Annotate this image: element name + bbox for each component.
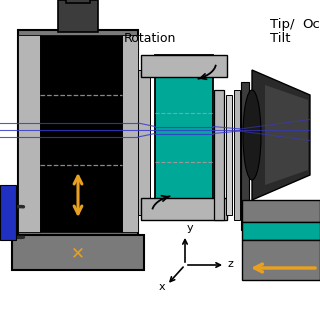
Bar bbox=[40, 35, 122, 232]
Bar bbox=[214, 90, 224, 220]
Text: x: x bbox=[159, 282, 166, 292]
Bar bbox=[122, 35, 138, 232]
Bar bbox=[58, 0, 98, 32]
Bar bbox=[242, 222, 320, 240]
Bar bbox=[18, 35, 40, 232]
Text: Rotation: Rotation bbox=[124, 32, 176, 45]
Polygon shape bbox=[252, 70, 310, 200]
Bar bbox=[18, 30, 138, 235]
Text: ✕: ✕ bbox=[71, 244, 85, 262]
Text: Tilt: Tilt bbox=[270, 32, 291, 45]
Text: y: y bbox=[187, 223, 194, 233]
Bar bbox=[141, 55, 227, 77]
Polygon shape bbox=[265, 85, 308, 185]
Bar bbox=[242, 240, 320, 280]
Bar bbox=[141, 198, 227, 220]
Text: z: z bbox=[228, 259, 234, 269]
Text: Oc: Oc bbox=[302, 18, 320, 31]
Bar bbox=[241, 82, 249, 230]
Bar bbox=[234, 90, 240, 220]
Bar bbox=[66, 0, 90, 3]
Ellipse shape bbox=[243, 90, 261, 180]
Bar bbox=[12, 235, 144, 270]
Bar bbox=[138, 70, 150, 215]
Bar bbox=[0, 185, 16, 240]
Bar bbox=[242, 200, 320, 222]
Bar bbox=[155, 55, 213, 220]
Bar bbox=[226, 95, 232, 215]
Text: Tip/: Tip/ bbox=[270, 18, 294, 31]
